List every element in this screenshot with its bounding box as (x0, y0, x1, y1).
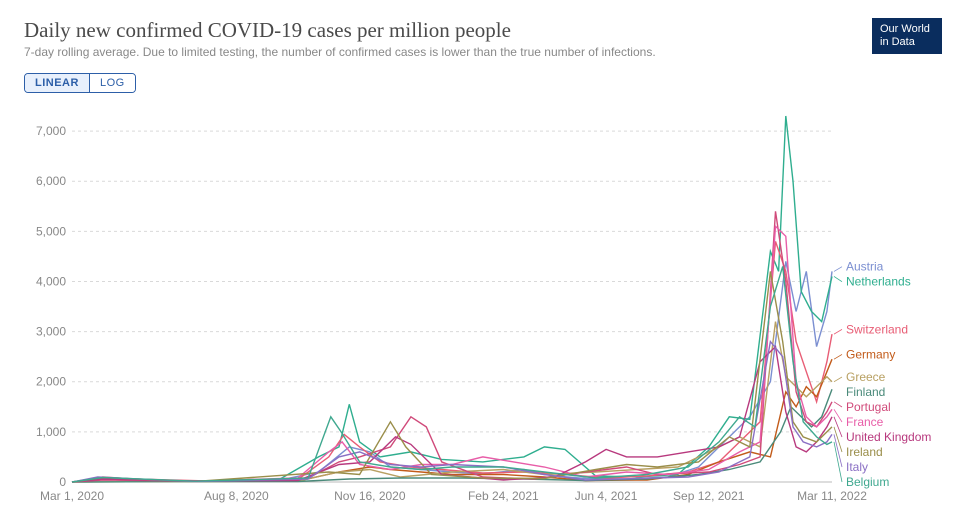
svg-text:3,000: 3,000 (36, 325, 66, 339)
svg-text:Belgium: Belgium (846, 475, 889, 489)
log-button[interactable]: LOG (89, 74, 135, 92)
chart-subtitle: 7-day rolling average. Due to limited te… (24, 45, 942, 59)
svg-text:1,000: 1,000 (36, 425, 66, 439)
svg-text:Finland: Finland (846, 385, 885, 399)
svg-text:Nov 16, 2020: Nov 16, 2020 (334, 489, 406, 503)
svg-text:Netherlands: Netherlands (846, 275, 911, 289)
line-chart: 0 1,000 2,000 3,000 4,000 5,000 6,000 7,000 Mar … (24, 100, 942, 512)
svg-text:Mar 1, 2020: Mar 1, 2020 (40, 489, 104, 503)
svg-text:Ireland: Ireland (846, 445, 883, 459)
svg-text:0: 0 (59, 475, 66, 489)
svg-text:Sep 12, 2021: Sep 12, 2021 (673, 489, 745, 503)
svg-text:Switzerland: Switzerland (846, 322, 908, 336)
svg-text:Aug 8, 2020: Aug 8, 2020 (204, 489, 269, 503)
svg-text:2,000: 2,000 (36, 375, 66, 389)
svg-text:Greece: Greece (846, 370, 886, 384)
svg-text:Austria: Austria (846, 260, 884, 274)
chart-title: Daily new confirmed COVID-19 cases per m… (24, 18, 942, 43)
svg-text:Jun 4, 2021: Jun 4, 2021 (575, 489, 638, 503)
scale-toggle: LINEAR LOG (24, 73, 136, 93)
owid-logo: Our World in Data (872, 18, 942, 54)
svg-text:Feb 24, 2021: Feb 24, 2021 (468, 489, 539, 503)
svg-text:Germany: Germany (846, 347, 895, 361)
svg-text:France: France (846, 415, 884, 429)
linear-button[interactable]: LINEAR (25, 74, 89, 92)
svg-text:Mar 11, 2022: Mar 11, 2022 (797, 489, 867, 503)
svg-text:5,000: 5,000 (36, 224, 66, 238)
svg-text:7,000: 7,000 (36, 124, 66, 138)
svg-text:6,000: 6,000 (36, 174, 66, 188)
svg-text:Italy: Italy (846, 460, 868, 474)
chart-area: 0 1,000 2,000 3,000 4,000 5,000 6,000 7,000 Mar … (24, 100, 942, 512)
svg-text:United Kingdom: United Kingdom (846, 430, 931, 444)
svg-text:Portugal: Portugal (846, 400, 891, 414)
svg-text:4,000: 4,000 (36, 274, 66, 288)
